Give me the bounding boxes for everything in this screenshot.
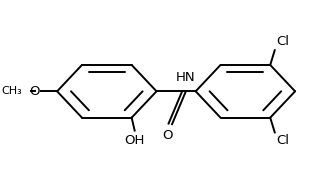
Text: OH: OH: [125, 134, 145, 147]
Text: CH₃: CH₃: [2, 86, 22, 96]
Text: O: O: [29, 85, 40, 98]
Text: Cl: Cl: [276, 35, 289, 48]
Text: Cl: Cl: [276, 134, 289, 147]
Text: HN: HN: [176, 71, 196, 84]
Text: O: O: [162, 129, 172, 142]
